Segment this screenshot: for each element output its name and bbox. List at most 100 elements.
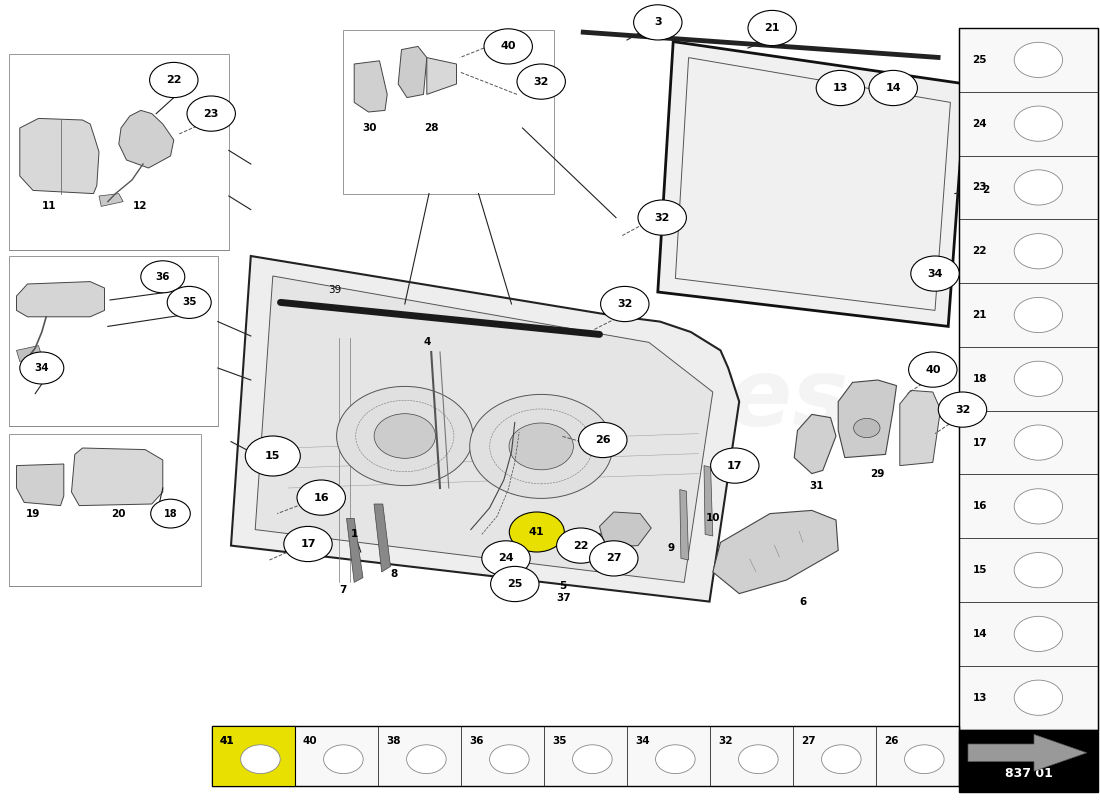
Circle shape — [1014, 42, 1063, 78]
Circle shape — [187, 96, 235, 131]
Polygon shape — [794, 414, 836, 474]
Text: 24: 24 — [972, 118, 987, 129]
FancyBboxPatch shape — [9, 256, 218, 426]
FancyBboxPatch shape — [959, 730, 1098, 792]
Text: 22: 22 — [573, 541, 588, 550]
Circle shape — [1014, 298, 1063, 333]
Polygon shape — [704, 466, 713, 536]
Text: 17: 17 — [300, 539, 316, 549]
Polygon shape — [680, 490, 689, 560]
Circle shape — [297, 480, 345, 515]
Circle shape — [141, 261, 185, 293]
Text: 32: 32 — [718, 736, 733, 746]
Circle shape — [1014, 489, 1063, 524]
Text: 34: 34 — [635, 736, 650, 746]
Polygon shape — [119, 110, 174, 168]
Text: 16: 16 — [972, 502, 987, 511]
Text: 15: 15 — [265, 451, 280, 461]
Text: 5: 5 — [560, 581, 566, 590]
Polygon shape — [968, 734, 1087, 771]
Polygon shape — [16, 346, 42, 362]
Circle shape — [573, 745, 613, 774]
Text: 39: 39 — [328, 285, 341, 294]
Circle shape — [748, 10, 796, 46]
FancyBboxPatch shape — [959, 28, 1098, 730]
Circle shape — [517, 64, 565, 99]
Circle shape — [1014, 362, 1063, 397]
Circle shape — [738, 745, 778, 774]
Polygon shape — [231, 256, 739, 602]
Text: 13: 13 — [833, 83, 848, 93]
Text: 21: 21 — [764, 23, 780, 33]
Text: a passion for parts since 1985: a passion for parts since 1985 — [359, 478, 653, 498]
Text: 31: 31 — [808, 482, 824, 491]
Text: 7: 7 — [340, 586, 346, 595]
Text: 22: 22 — [972, 246, 987, 256]
Circle shape — [323, 745, 363, 774]
Text: 22: 22 — [166, 75, 182, 85]
Text: 9: 9 — [668, 543, 674, 553]
Circle shape — [904, 745, 944, 774]
Text: 41: 41 — [220, 736, 234, 746]
Text: 17: 17 — [972, 438, 987, 447]
Circle shape — [1014, 234, 1063, 269]
Circle shape — [638, 200, 686, 235]
Text: 40: 40 — [500, 42, 516, 51]
Text: 41: 41 — [529, 527, 544, 537]
Text: 18: 18 — [164, 509, 177, 518]
Text: 6: 6 — [800, 597, 806, 606]
Text: 20: 20 — [111, 509, 126, 518]
Text: 38: 38 — [386, 736, 400, 746]
Polygon shape — [398, 46, 427, 98]
FancyBboxPatch shape — [343, 30, 554, 194]
Circle shape — [20, 352, 64, 384]
Text: 35: 35 — [552, 736, 567, 746]
Polygon shape — [600, 512, 651, 547]
Text: 28: 28 — [424, 123, 439, 133]
Text: 15: 15 — [972, 565, 987, 575]
Circle shape — [482, 541, 530, 576]
Circle shape — [557, 528, 605, 563]
Circle shape — [869, 70, 917, 106]
Circle shape — [822, 745, 861, 774]
Circle shape — [284, 526, 332, 562]
Circle shape — [938, 392, 987, 427]
Text: 17: 17 — [727, 461, 742, 470]
Polygon shape — [255, 276, 713, 582]
Text: 32: 32 — [534, 77, 549, 86]
Text: 33: 33 — [42, 371, 56, 381]
Text: 12: 12 — [132, 202, 147, 211]
Text: 837 01: 837 01 — [1004, 767, 1053, 780]
FancyBboxPatch shape — [212, 726, 295, 786]
Text: eurospares: eurospares — [251, 354, 849, 446]
Text: 1: 1 — [351, 530, 358, 539]
Circle shape — [491, 566, 539, 602]
Circle shape — [509, 512, 564, 552]
Text: 8: 8 — [390, 570, 397, 579]
Circle shape — [337, 386, 473, 486]
Polygon shape — [658, 42, 966, 326]
Text: 36: 36 — [155, 272, 170, 282]
Circle shape — [167, 286, 211, 318]
Circle shape — [909, 352, 957, 387]
Text: 27: 27 — [801, 736, 815, 746]
Circle shape — [490, 745, 529, 774]
Circle shape — [407, 745, 447, 774]
Text: 34: 34 — [927, 269, 943, 278]
Polygon shape — [99, 194, 123, 206]
Text: 10: 10 — [705, 514, 720, 523]
Circle shape — [1014, 616, 1063, 651]
Circle shape — [241, 745, 280, 774]
Text: 41: 41 — [220, 736, 234, 746]
Text: 18: 18 — [972, 374, 987, 384]
Circle shape — [509, 423, 573, 470]
Circle shape — [590, 541, 638, 576]
Circle shape — [711, 448, 759, 483]
Text: 29: 29 — [870, 469, 886, 478]
Text: 37: 37 — [556, 594, 571, 603]
Text: 19: 19 — [25, 509, 41, 518]
FancyBboxPatch shape — [212, 726, 959, 786]
Text: 11: 11 — [42, 202, 57, 211]
Circle shape — [470, 394, 613, 498]
Circle shape — [1014, 680, 1063, 715]
